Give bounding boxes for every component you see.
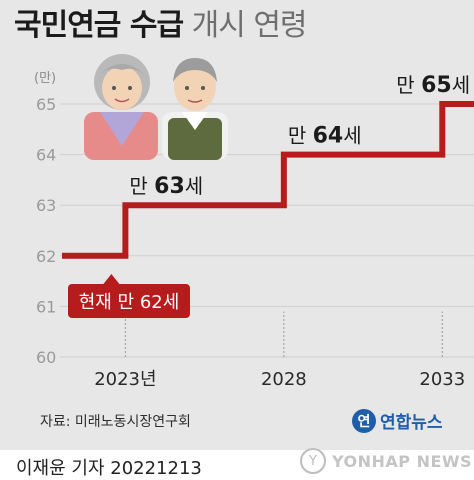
grandfather-icon bbox=[162, 58, 228, 160]
source-note: 자료: 미래노동시장연구회 bbox=[40, 414, 191, 430]
x-tick-label: 2033 bbox=[419, 369, 465, 390]
badge-label: 현재 만 62세 bbox=[79, 292, 180, 313]
title-bold: 국민연금 수급 bbox=[14, 8, 184, 43]
watermark-mark: Y bbox=[300, 448, 326, 474]
step-label-age-65: 만 65세 bbox=[396, 73, 470, 98]
yonhap-logo: 연 연합뉴스 bbox=[352, 408, 443, 433]
x-tick-label: 2023년 bbox=[94, 369, 156, 390]
watermark-text: YONHAP NEWS bbox=[332, 451, 473, 471]
y-tick-label: 64 bbox=[36, 146, 56, 165]
y-tick-label: 62 bbox=[36, 247, 56, 266]
y-tick-label: 60 bbox=[36, 348, 56, 367]
infographic-card: 국민연금 수급 개시 연령 (만) 60 61 62 63 64 65 2023년 2028 20… bbox=[0, 0, 474, 450]
yonhap-logo-name: 연합뉴스 bbox=[380, 413, 443, 433]
step-label-age-64: 만 64세 bbox=[288, 124, 362, 149]
current-age-badge: 현재 만 62세 bbox=[68, 274, 190, 318]
grandmother-icon bbox=[84, 54, 158, 160]
x-tick-label: 2028 bbox=[261, 369, 307, 390]
y-unit-label: (만) bbox=[34, 71, 56, 86]
step-label-age-63: 만 63세 bbox=[129, 174, 203, 199]
y-tick-label: 65 bbox=[36, 95, 56, 114]
y-tick-label: 63 bbox=[36, 196, 56, 215]
step-chart: (만) 60 61 62 63 64 65 2023년 2028 2033 현재 만 62세 만 63… bbox=[34, 54, 474, 390]
chart-title: 국민연금 수급 개시 연령 bbox=[14, 0, 308, 44]
watermark: Y YONHAP NEWS bbox=[300, 448, 472, 474]
y-tick-label: 61 bbox=[36, 297, 56, 316]
title-light: 개시 연령 bbox=[191, 8, 308, 43]
byline: 이재윤 기자 20221213 bbox=[16, 458, 202, 479]
series-line-step bbox=[62, 101, 474, 259]
badge-pointer bbox=[103, 274, 120, 284]
badge-background bbox=[68, 284, 190, 318]
yonhap-logo-mark: 연 bbox=[352, 408, 376, 433]
